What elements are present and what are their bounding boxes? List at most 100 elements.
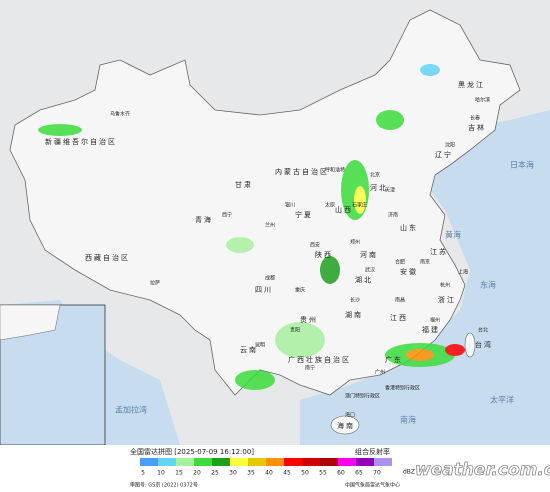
taiwan — [464, 332, 476, 358]
city-label: 北京 — [370, 172, 380, 179]
region-label: 西藏自治区 — [85, 253, 130, 262]
city-label: 海口 — [345, 412, 355, 419]
legend-swatch — [194, 458, 212, 466]
city-label: 南昌 — [395, 297, 405, 304]
echo — [354, 186, 366, 214]
city-label: 兰州 — [265, 222, 275, 229]
region-label: 青海 — [195, 215, 213, 224]
source: 中国气象局雷达气象中心 — [345, 482, 400, 489]
region-label: 江西 — [390, 314, 408, 322]
city-label: 天津 — [385, 187, 395, 194]
city-label: 太原 — [325, 202, 335, 209]
legend-swatch — [356, 458, 374, 466]
legend-tick-label: 55 — [319, 470, 327, 477]
legend-unit: dBZ — [403, 469, 415, 476]
echo — [235, 370, 275, 390]
city-label: 呼和浩特 — [325, 167, 345, 174]
sea-label: 太平洋 — [490, 395, 514, 405]
city-label: 合肥 — [395, 259, 405, 266]
sea-label: 南海 — [400, 415, 416, 425]
legend-tick-label: 65 — [355, 470, 363, 477]
legend-swatch — [176, 458, 194, 466]
city-label: 广州 — [375, 369, 385, 376]
city-label: 哈尔滨 — [475, 97, 490, 104]
echo — [275, 322, 325, 358]
region-labels: 新疆维吾尔自治区 西藏自治区 青海 甘肃 内蒙古自治区 黑龙江 吉林 辽宁 河北… — [45, 80, 493, 430]
city-label: 沈阳 — [445, 142, 455, 149]
inset-land — [0, 304, 61, 341]
city-label: 成都 — [265, 275, 275, 282]
sea-label: 黄海 — [445, 230, 461, 240]
legend-tick-label: 40 — [265, 470, 273, 477]
city-label: 南宁 — [305, 365, 315, 372]
legend-swatch — [230, 458, 248, 466]
legend-title: 全国雷达拼图 [2025-07-09 16:12:00] — [130, 447, 254, 456]
city-label: 台北 — [478, 327, 488, 334]
legend-swatch — [302, 458, 320, 466]
legend-tick-label: 10 — [157, 470, 165, 477]
city-label: 上海 — [458, 269, 468, 276]
region-label: 新疆维吾尔自治区 — [45, 137, 117, 146]
region-label: 四川 — [255, 286, 273, 294]
region-label: 陕西 — [315, 250, 333, 259]
city-label: 郑州 — [350, 239, 360, 246]
city-label: 重庆 — [295, 287, 305, 294]
city-label: 乌鲁木齐 — [110, 111, 130, 118]
region-label: 辽宁 — [435, 150, 453, 159]
echo — [320, 256, 340, 284]
region-label: 贵州 — [300, 315, 318, 324]
city-label: 拉萨 — [150, 280, 160, 287]
echo — [420, 64, 440, 76]
city-label: 长沙 — [350, 297, 360, 304]
legend-bar: 5 10 15 20 25 30 35 40 45 50 55 60 65 70 — [140, 458, 392, 477]
region-label: 内蒙古自治区 — [275, 167, 329, 176]
region-label: 河北 — [370, 184, 388, 192]
legend-tick-label: 5 — [141, 470, 145, 477]
city-label: 福州 — [430, 317, 440, 324]
legend-tick-label: 45 — [283, 470, 291, 477]
region-label: 宁夏 — [295, 210, 313, 219]
region-label: 浙江 — [438, 295, 456, 304]
region-label: 安徽 — [400, 267, 418, 276]
region-label: 台湾 — [475, 340, 493, 349]
region-label: 河南 — [360, 250, 378, 259]
watermark: weather.com.cn — [415, 460, 550, 480]
region-label: 福建 — [422, 325, 440, 334]
legend-tick-label: 20 — [193, 470, 201, 477]
region-label: 澳门特别行政区 — [345, 393, 380, 400]
city-label: 济南 — [388, 212, 398, 219]
legend-swatch — [212, 458, 230, 466]
echo — [445, 344, 465, 356]
city-label: 西宁 — [222, 212, 232, 219]
legend-swatch — [248, 458, 266, 466]
city-label: 武汉 — [365, 267, 375, 274]
region-label: 广西壮族自治区 — [288, 355, 351, 364]
legend-swatch — [284, 458, 302, 466]
legend-tick-label: 50 — [301, 470, 309, 477]
legend-product: 组合反射率 — [355, 447, 390, 456]
region-label: 湖北 — [355, 275, 373, 284]
legend-tick-label: 60 — [337, 470, 345, 477]
region-label: 甘肃 — [235, 180, 253, 189]
region-label: 山西 — [335, 205, 353, 214]
region-label: 吉林 — [468, 123, 486, 132]
city-label: 昆明 — [255, 343, 265, 349]
city-label: 银川 — [285, 202, 295, 209]
sea — [300, 110, 550, 445]
radar-echoes — [38, 64, 465, 390]
china-outline — [9, 9, 521, 396]
echo — [38, 124, 82, 136]
region-label: 湖南 — [345, 310, 363, 319]
city-label: 长春 — [470, 115, 480, 122]
legend-swatch — [338, 458, 356, 466]
sea-label: 日本海 — [510, 160, 534, 170]
legend-tick-label: 70 — [373, 470, 381, 477]
legend-swatch — [320, 458, 338, 466]
legend-tick-label: 15 — [175, 470, 183, 477]
sea-label: 东海 — [480, 280, 496, 290]
region-label: 广东 — [385, 355, 403, 364]
legend-panel — [0, 445, 550, 492]
echo — [226, 237, 254, 253]
echo — [406, 349, 434, 361]
